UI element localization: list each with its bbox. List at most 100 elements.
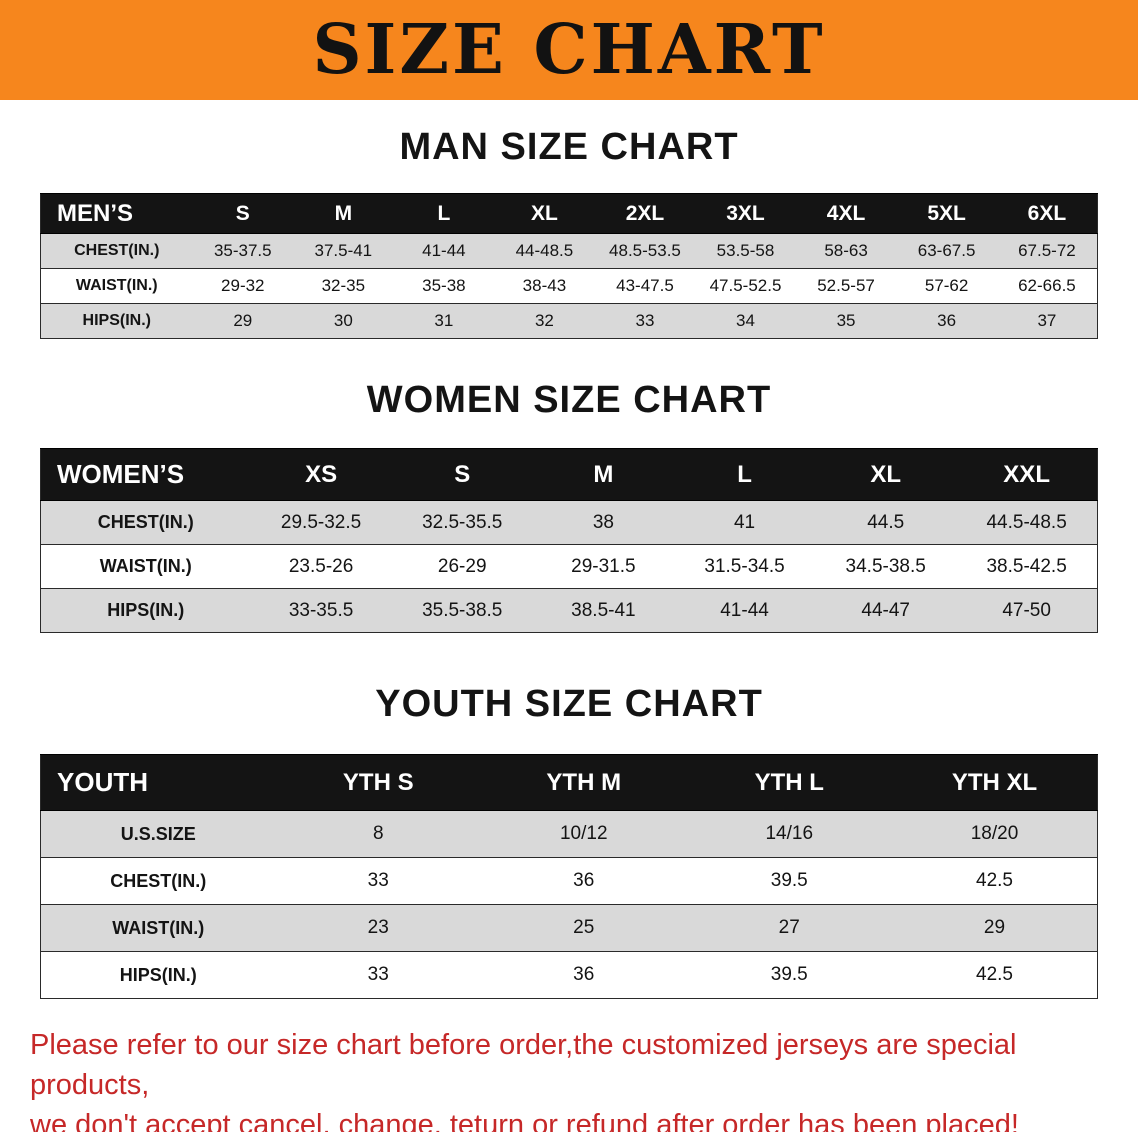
measurement-value-cell: 29.5-32.5 <box>250 500 392 545</box>
measurement-value-cell: 52.5-57 <box>795 268 897 304</box>
table-row: HIPS(IN.) 29 30 31 32 33 34 35 36 37 <box>40 303 1098 339</box>
measurement-value-cell: 31 <box>393 303 495 339</box>
youth-size-table: YOUTH YTH S YTH M YTH L YTH XL U.S.SIZE 8 10/12… <box>40 754 1098 999</box>
measurement-value-cell: 38-43 <box>494 268 595 304</box>
size-header-cell: 5XL <box>896 193 997 234</box>
measurement-value-cell: 32 <box>494 303 595 339</box>
measurement-label-cell: WAIST(IN.) <box>40 268 193 304</box>
women-size-table: WOMEN’S XS S M L XL XXL CHEST(IN.) 29.5-32.5 32.5… <box>40 448 1098 633</box>
measurement-value-cell: 53.5-58 <box>695 233 796 269</box>
measurement-value-cell: 36 <box>481 857 687 905</box>
size-header-cell: XL <box>494 193 595 234</box>
table-row: CHEST(IN.) 33 36 39.5 42.5 <box>40 857 1098 905</box>
table-header-row: MEN’S S M L XL 2XL 3XL 4XL 5XL 6XL <box>40 193 1098 234</box>
size-header-cell: 2XL <box>594 193 696 234</box>
measurement-value-cell: 29 <box>892 904 1098 952</box>
table-row: WAIST(IN.) 23.5-26 26-29 29-31.5 31.5-34.5 34… <box>40 544 1098 589</box>
measurement-value-cell: 29-31.5 <box>532 544 674 589</box>
measurement-value-cell: 35 <box>795 303 897 339</box>
table-header-row: YOUTH YTH S YTH M YTH L YTH XL <box>40 754 1098 811</box>
measurement-value-cell: 29-32 <box>192 268 294 304</box>
footer-note-line-2: we don't accept cancel, change, teturn o… <box>30 1109 1019 1132</box>
women-size-chart-heading: WOMEN SIZE CHART <box>366 379 772 421</box>
measurement-value-cell: 23.5-26 <box>250 544 392 589</box>
measurement-label-cell: HIPS(IN.) <box>40 951 276 999</box>
size-header-cell: YTH S <box>275 754 481 811</box>
table-row: CHEST(IN.) 29.5-32.5 32.5-35.5 38 41 44.5 44.5… <box>40 500 1098 545</box>
table-row: HIPS(IN.) 33 36 39.5 42.5 <box>40 951 1098 999</box>
measurement-value-cell: 10/12 <box>481 810 687 858</box>
measurement-value-cell: 29 <box>192 303 294 339</box>
footer-note-line-1: Please refer to our size chart before or… <box>30 1029 1017 1101</box>
measurement-value-cell: 39.5 <box>686 951 892 999</box>
measurement-value-cell: 33-35.5 <box>250 588 392 633</box>
banner: SIZE CHART <box>0 0 1138 100</box>
measurement-label-cell: HIPS(IN.) <box>40 303 193 339</box>
measurement-value-cell: 34 <box>695 303 796 339</box>
table-title-cell: WOMEN’S <box>40 448 251 501</box>
size-header-cell: L <box>393 193 495 234</box>
measurement-label-cell: CHEST(IN.) <box>40 500 251 545</box>
table-title-cell: YOUTH <box>40 754 276 811</box>
measurement-value-cell: 44-47 <box>815 588 957 633</box>
measurement-value-cell: 33 <box>275 857 481 905</box>
measurement-value-cell: 43-47.5 <box>594 268 696 304</box>
table-header-row: WOMEN’S XS S M L XL XXL <box>40 448 1098 501</box>
measurement-value-cell: 67.5-72 <box>996 233 1098 269</box>
measurement-value-cell: 48.5-53.5 <box>594 233 696 269</box>
measurement-value-cell: 35-38 <box>393 268 495 304</box>
size-header-cell: 4XL <box>795 193 897 234</box>
measurement-value-cell: 35-37.5 <box>192 233 294 269</box>
measurement-value-cell: 44.5 <box>815 500 957 545</box>
measurement-value-cell: 34.5-38.5 <box>815 544 957 589</box>
measurement-value-cell: 47.5-52.5 <box>695 268 796 304</box>
measurement-value-cell: 37.5-41 <box>293 233 394 269</box>
size-header-cell: XS <box>250 448 392 501</box>
measurement-value-cell: 38.5-41 <box>532 588 674 633</box>
table-row: WAIST(IN.) 23 25 27 29 <box>40 904 1098 952</box>
size-header-cell: 3XL <box>695 193 796 234</box>
measurement-label-cell: HIPS(IN.) <box>40 588 251 633</box>
footer-note: Please refer to our size chart before or… <box>0 1025 1138 1132</box>
youth-size-chart-heading: YOUTH SIZE CHART <box>375 683 763 725</box>
measurement-value-cell: 44-48.5 <box>494 233 595 269</box>
table-row: HIPS(IN.) 33-35.5 35.5-38.5 38.5-41 41-44 44-… <box>40 588 1098 633</box>
measurement-value-cell: 33 <box>594 303 696 339</box>
measurement-value-cell: 33 <box>275 951 481 999</box>
measurement-value-cell: 32.5-35.5 <box>391 500 533 545</box>
measurement-value-cell: 23 <box>275 904 481 952</box>
banner-title: SIZE CHART <box>312 10 826 90</box>
measurement-value-cell: 58-63 <box>795 233 897 269</box>
measurement-value-cell: 32-35 <box>293 268 394 304</box>
size-header-cell: XL <box>815 448 957 501</box>
size-header-cell: XXL <box>956 448 1098 501</box>
measurement-value-cell: 42.5 <box>892 857 1098 905</box>
measurement-value-cell: 39.5 <box>686 857 892 905</box>
section-men: MAN SIZE CHART MEN’S S M L XL 2XL 3XL 4XL 5XL 6XL… <box>0 126 1138 339</box>
table-title-cell: MEN’S <box>40 193 193 234</box>
size-header-cell: M <box>532 448 674 501</box>
size-header-cell: L <box>673 448 816 501</box>
measurement-label-cell: CHEST(IN.) <box>40 233 193 269</box>
measurement-value-cell: 41 <box>673 500 816 545</box>
measurement-label-cell: WAIST(IN.) <box>40 904 276 952</box>
measurement-value-cell: 57-62 <box>896 268 997 304</box>
measurement-value-cell: 41-44 <box>393 233 495 269</box>
measurement-value-cell: 14/16 <box>686 810 892 858</box>
size-header-cell: YTH XL <box>892 754 1098 811</box>
measurement-value-cell: 25 <box>481 904 687 952</box>
measurement-value-cell: 44.5-48.5 <box>956 500 1098 545</box>
measurement-value-cell: 35.5-38.5 <box>391 588 533 633</box>
size-header-cell: S <box>391 448 533 501</box>
measurement-value-cell: 27 <box>686 904 892 952</box>
measurement-value-cell: 42.5 <box>892 951 1098 999</box>
size-header-cell: 6XL <box>996 193 1098 234</box>
men-size-table: MEN’S S M L XL 2XL 3XL 4XL 5XL 6XL CHEST(IN.) 35-37… <box>40 193 1098 339</box>
measurement-value-cell: 30 <box>293 303 394 339</box>
table-row: CHEST(IN.) 35-37.5 37.5-41 41-44 44-48.5 48.5… <box>40 233 1098 269</box>
measurement-value-cell: 26-29 <box>391 544 533 589</box>
table-row: U.S.SIZE 8 10/12 14/16 18/20 <box>40 810 1098 858</box>
size-header-cell: M <box>293 193 394 234</box>
measurement-value-cell: 18/20 <box>892 810 1098 858</box>
measurement-value-cell: 38.5-42.5 <box>956 544 1098 589</box>
